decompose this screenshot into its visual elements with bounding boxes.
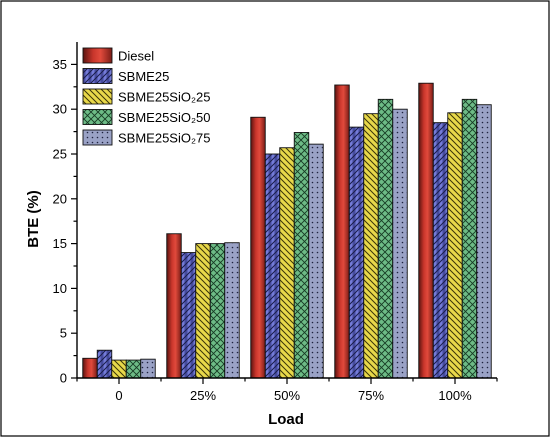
legend: Diesel SBME25 SBME25SiO₂25 SBME25SiO₂50 SBME…	[82, 47, 210, 146]
bar-series-group	[82, 82, 492, 379]
legend-swatch-sbme25sio-25	[82, 88, 113, 105]
x-tick-label-25: 25%	[190, 388, 216, 403]
legend-swatch-sbme25	[82, 68, 113, 84]
bar-sbme25sio-50-50	[293, 132, 310, 379]
y-tick-label: 5	[60, 326, 67, 341]
bar-sbme25sio-25-100	[447, 112, 463, 379]
y-tick-label: 25	[53, 147, 67, 162]
bar-diesel-50	[250, 116, 266, 379]
y-tick-label: 10	[53, 281, 67, 296]
bar-sbme25sio-75-75	[392, 108, 408, 379]
x-tick-label-100: 100%	[438, 388, 472, 403]
legend-label-sbme25sio-25: SBME25SiO₂25	[118, 90, 210, 105]
x-tick-label-50: 50%	[274, 388, 300, 403]
bar-sbme25sio-25-75	[363, 113, 379, 379]
y-tick-label: 30	[53, 102, 67, 117]
y-axis-title: BTE (%)	[25, 190, 42, 248]
bar-sbme25sio-75-25	[224, 242, 240, 379]
bar-sbme25-25	[180, 252, 197, 379]
x-tick-label-0: 0	[115, 388, 122, 403]
y-tick-label: 20	[53, 191, 67, 206]
bar-sbme25sio-50-25	[209, 243, 226, 379]
bar-sbme25-100	[432, 122, 449, 379]
legend-swatch-sbme25sio-75	[82, 129, 113, 146]
bar-sbme25sio-25-0	[111, 359, 127, 379]
legend-swatch-diesel	[82, 47, 113, 64]
legend-label-sbme25: SBME25	[118, 69, 169, 84]
legend-swatch-sbme25sio-50	[82, 109, 113, 125]
bar-sbme25sio-75-100	[476, 104, 492, 379]
x-axis-ticks: 0 25% 50% 75% 100%	[76, 378, 498, 403]
bar-sbme25sio-75-0	[140, 358, 156, 379]
bar-sbme25sio-25-50	[279, 147, 295, 379]
legend-label-sbme25sio-75: SBME25SiO₂75	[118, 131, 210, 146]
bar-diesel-100	[418, 82, 434, 379]
bar-sbme25sio-50-100	[461, 98, 478, 379]
bar-sbme25-50	[264, 153, 281, 379]
legend-label-sbme25sio-50: SBME25SiO₂50	[118, 110, 210, 125]
y-axis-ticks: 0 5 10 15 20 25 30 35	[53, 57, 77, 386]
y-tick-label: 0	[60, 371, 67, 386]
bar-sbme25sio-50-75	[377, 98, 394, 379]
bar-diesel-0	[82, 357, 98, 379]
bar-sbme25sio-50-0	[125, 359, 142, 379]
bar-diesel-75	[334, 84, 350, 379]
y-tick-label: 35	[53, 57, 67, 72]
bar-sbme25-0	[96, 349, 113, 379]
bar-sbme25-75	[348, 126, 365, 379]
x-tick-label-75: 75%	[358, 388, 384, 403]
bar-diesel-25	[166, 233, 182, 379]
bar-sbme25sio-75-50	[308, 143, 324, 379]
x-axis-title: Load	[268, 411, 304, 428]
legend-label-diesel: Diesel	[118, 49, 154, 64]
y-tick-label: 15	[53, 236, 67, 251]
bar-sbme25sio-25-25	[195, 243, 211, 379]
